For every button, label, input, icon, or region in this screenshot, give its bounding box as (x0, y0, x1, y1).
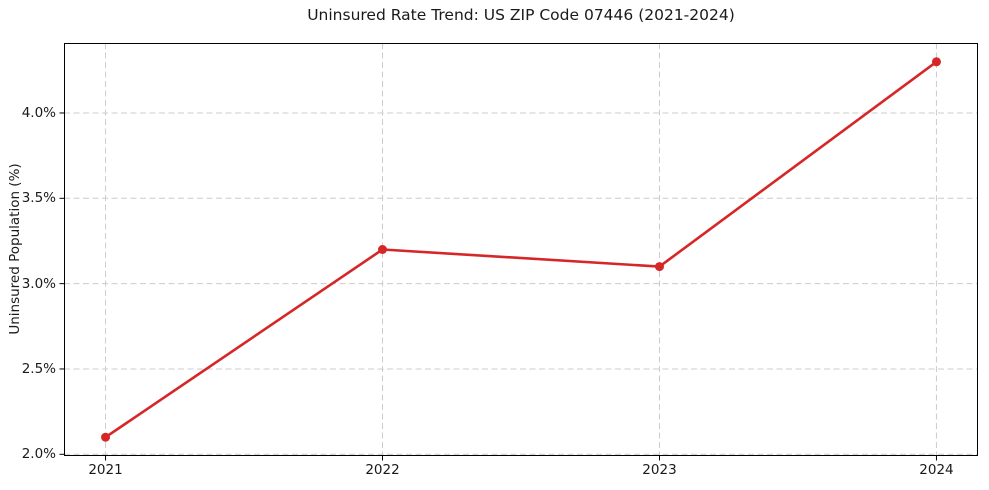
y-tick-label: 2.0% (21, 446, 56, 463)
y-tick-label: 2.5% (21, 360, 56, 377)
chart-canvas (59, 43, 978, 461)
x-tick-label: 2022 (365, 462, 400, 478)
y-axis-label: Uninsured Population (%) (7, 163, 23, 335)
data-point-marker (378, 245, 388, 254)
data-point-marker (101, 432, 111, 442)
data-point-marker (654, 262, 664, 272)
data-point-marker (931, 57, 941, 67)
x-tick-label: 2024 (919, 462, 954, 478)
chart-title: Uninsured Rate Trend: US ZIP Code 07446 … (307, 6, 735, 24)
x-tick-label: 2021 (88, 462, 123, 478)
x-tick-label: 2023 (642, 462, 677, 478)
plot-border (64, 43, 978, 456)
plot-area (59, 43, 978, 461)
y-tick-label: 4.0% (21, 104, 56, 121)
trend-line (104, 60, 938, 439)
y-tick-label: 3.0% (21, 275, 56, 292)
y-tick-label: 3.5% (21, 190, 56, 207)
